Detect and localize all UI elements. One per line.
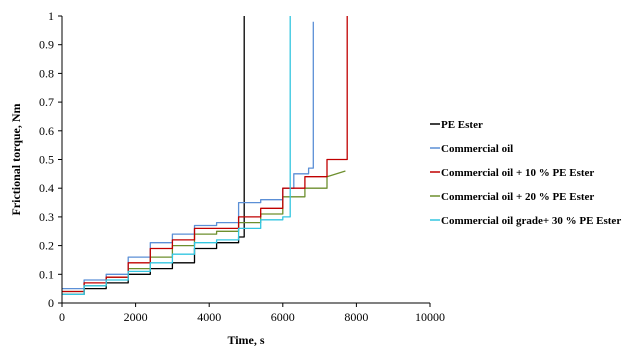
y-tick-label: 0 bbox=[48, 296, 54, 310]
series-line-4 bbox=[62, 170, 346, 293]
x-tick-label: 0 bbox=[59, 310, 65, 324]
series-line-5 bbox=[62, 16, 291, 296]
y-tick-label: 1 bbox=[48, 9, 54, 23]
legend-label: Commercial oil + 10 % PE Ester bbox=[441, 167, 594, 179]
x-tick-label: 2000 bbox=[124, 310, 148, 324]
x-tick-label: 4000 bbox=[197, 310, 221, 324]
legend: PE Ester Commercial oil Commercial oil + 1… bbox=[430, 119, 621, 227]
x-axis-title: Time, s bbox=[227, 333, 264, 347]
series-line-1 bbox=[62, 16, 245, 296]
x-tick-label: 10000 bbox=[415, 310, 445, 324]
series-layer bbox=[62, 16, 348, 296]
x-tick-labels: 0 2000 4000 6000 8000 10000 bbox=[59, 310, 445, 324]
x-tick-label: 8000 bbox=[344, 310, 368, 324]
y-tick-labels: 0 0.1 0.2 0.3 0.4 0.5 0.6 0.7 0.8 0.9 1 bbox=[39, 9, 54, 310]
y-tick-label: 0.2 bbox=[39, 239, 54, 253]
y-tick-label: 0.1 bbox=[39, 267, 54, 281]
axes bbox=[58, 15, 431, 307]
y-axis-title: Frictional torque, Nm bbox=[9, 103, 23, 215]
y-tick-label: 0.9 bbox=[39, 38, 54, 52]
y-tick-label: 0.3 bbox=[39, 210, 54, 224]
y-tick-label: 0.7 bbox=[39, 95, 54, 109]
y-tick-label: 0.5 bbox=[39, 153, 54, 167]
legend-label: Commercial oil bbox=[441, 143, 513, 155]
y-tick-label: 0.4 bbox=[39, 181, 54, 195]
legend-label: PE Ester bbox=[441, 119, 483, 131]
x-tick-label: 6000 bbox=[271, 310, 295, 324]
series-line-2 bbox=[62, 21, 314, 290]
y-tick-label: 0.6 bbox=[39, 124, 54, 138]
y-tick-label: 0.8 bbox=[39, 66, 54, 80]
legend-label: Commercial oil grade+ 30 % PE Ester bbox=[441, 215, 621, 227]
legend-label: Commercial oil + 20 % PE Ester bbox=[441, 191, 594, 203]
series-line-3 bbox=[62, 16, 348, 293]
